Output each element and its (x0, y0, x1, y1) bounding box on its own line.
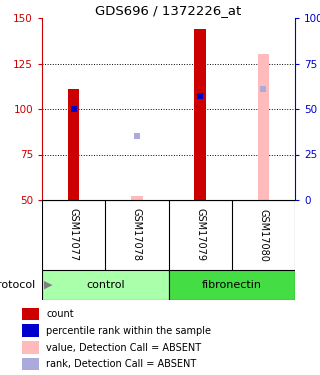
Text: count: count (46, 309, 74, 320)
Title: GDS696 / 1372226_at: GDS696 / 1372226_at (95, 4, 242, 17)
Bar (42, 270, 169, 300)
Text: GSM17078: GSM17078 (132, 209, 142, 261)
Bar (22, 308, 39, 320)
Text: fibronectin: fibronectin (202, 280, 262, 290)
Text: percentile rank within the sample: percentile rank within the sample (46, 326, 212, 336)
Text: GSM17077: GSM17077 (68, 209, 79, 262)
Text: GSM17079: GSM17079 (195, 209, 205, 261)
Bar (195, 29, 206, 200)
Bar (22, 341, 39, 354)
Text: ▶: ▶ (44, 280, 52, 290)
Bar (68, 89, 79, 200)
Text: value, Detection Call = ABSENT: value, Detection Call = ABSENT (46, 343, 202, 353)
Bar (258, 54, 269, 200)
Point (197, 93, 203, 99)
Bar (169, 270, 295, 300)
Text: rank, Detection Call = ABSENT: rank, Detection Call = ABSENT (46, 359, 197, 369)
Bar (22, 358, 39, 370)
Text: GSM17080: GSM17080 (258, 209, 268, 261)
Text: protocol: protocol (0, 280, 36, 290)
Point (261, 86, 266, 92)
Bar (22, 324, 39, 337)
Point (134, 133, 140, 139)
Point (71, 106, 76, 112)
Bar (131, 196, 143, 200)
Text: control: control (86, 280, 124, 290)
